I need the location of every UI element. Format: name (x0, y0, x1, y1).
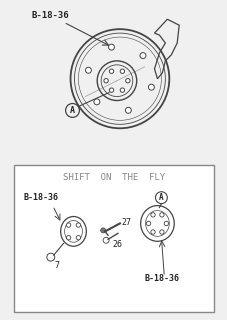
Circle shape (109, 88, 114, 92)
Circle shape (109, 44, 114, 50)
Text: B-18-36: B-18-36 (145, 274, 180, 283)
Circle shape (125, 107, 131, 113)
Text: B-18-36: B-18-36 (31, 11, 69, 20)
Text: 26: 26 (112, 240, 122, 249)
Text: A: A (70, 106, 75, 115)
Circle shape (160, 213, 164, 217)
Circle shape (164, 221, 168, 226)
Circle shape (103, 237, 109, 243)
Circle shape (120, 69, 125, 73)
Circle shape (104, 78, 108, 83)
Circle shape (146, 221, 151, 226)
Text: SHIFT  ON  THE  FLY: SHIFT ON THE FLY (63, 173, 165, 182)
Circle shape (151, 230, 155, 234)
Text: 7: 7 (55, 261, 60, 270)
Circle shape (120, 88, 125, 92)
Text: B-18-36: B-18-36 (23, 193, 58, 202)
FancyBboxPatch shape (14, 165, 214, 312)
Circle shape (76, 236, 81, 240)
Text: A: A (159, 193, 164, 202)
Circle shape (67, 223, 71, 227)
Circle shape (126, 78, 130, 83)
Circle shape (155, 192, 167, 204)
Text: 27: 27 (122, 219, 132, 228)
Circle shape (140, 52, 146, 59)
Circle shape (101, 228, 106, 233)
Circle shape (94, 99, 100, 105)
Circle shape (160, 230, 164, 234)
Circle shape (151, 213, 155, 217)
Circle shape (86, 67, 91, 73)
Circle shape (148, 84, 154, 90)
Circle shape (66, 103, 79, 117)
Circle shape (67, 236, 71, 240)
Circle shape (76, 223, 81, 227)
Circle shape (109, 69, 114, 73)
Circle shape (47, 253, 55, 261)
